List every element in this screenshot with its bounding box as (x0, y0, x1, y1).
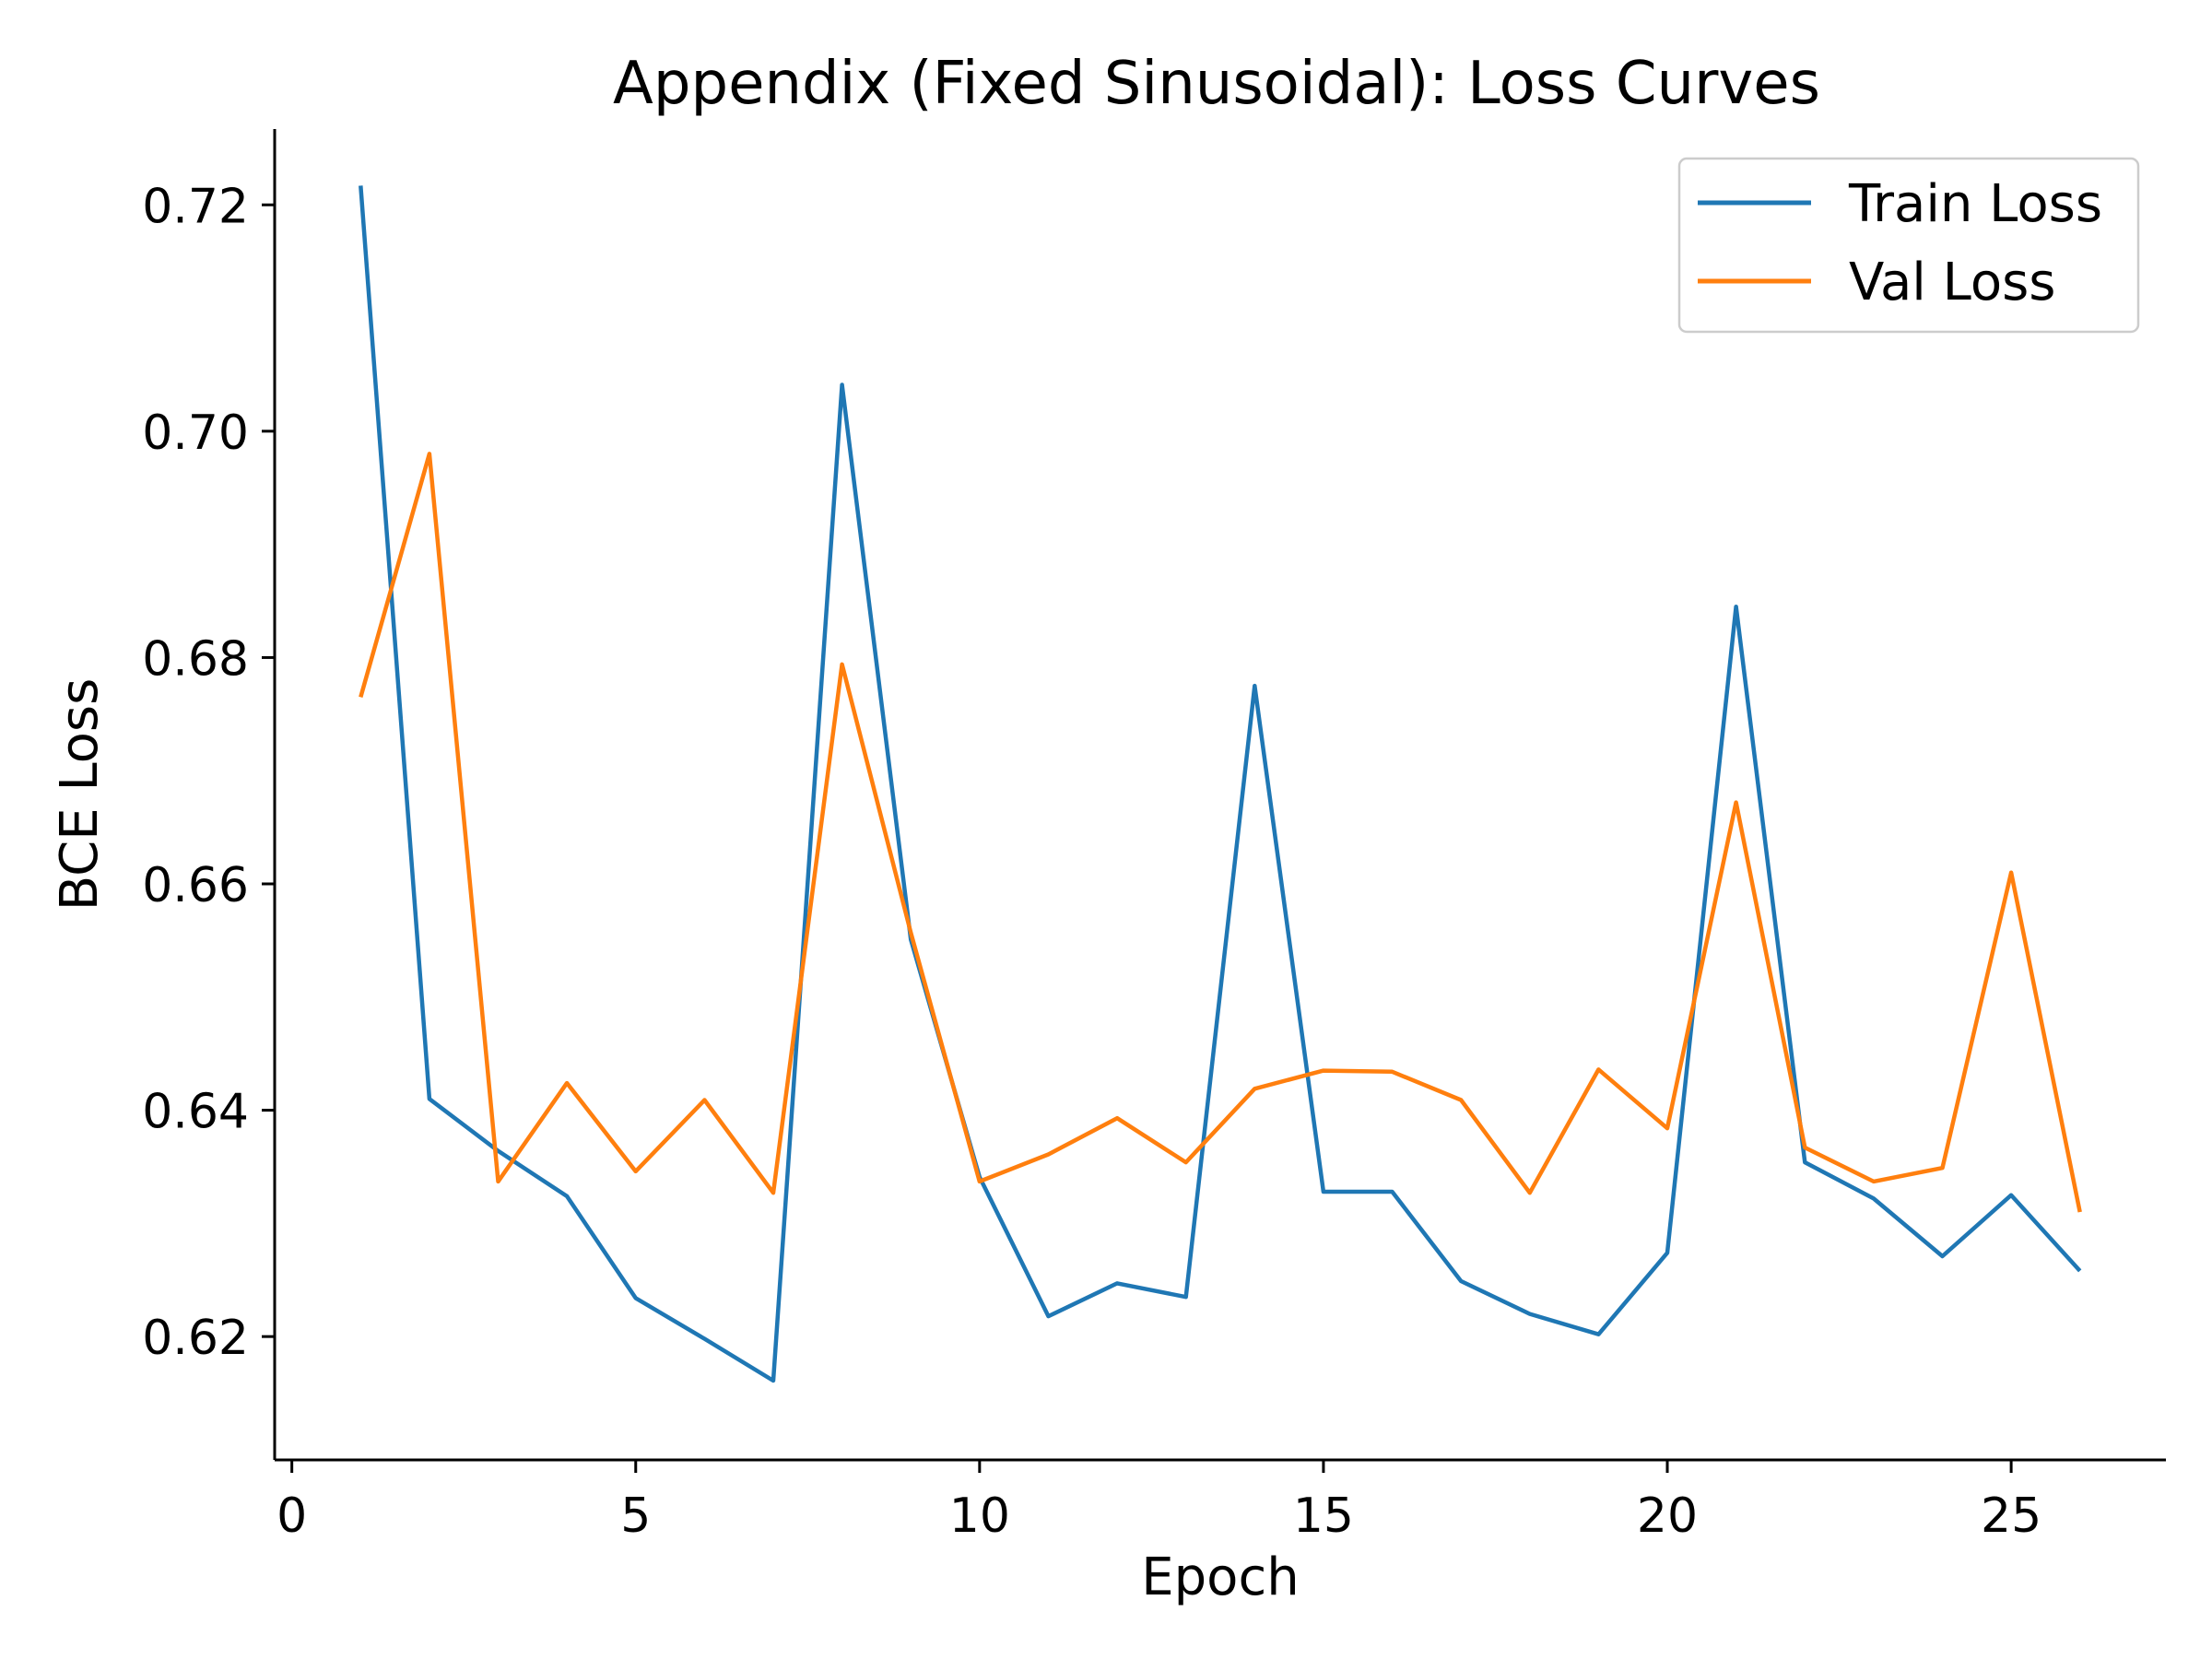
y-tick-label: 0.62 (142, 1311, 249, 1366)
series-line-train-loss (359, 185, 2082, 1383)
x-tick-label: 10 (949, 1488, 1010, 1544)
x-tick-label: 20 (1637, 1488, 1698, 1544)
legend-label-val-loss: Val Loss (1849, 253, 2055, 312)
y-tick-label: 0.70 (142, 406, 249, 461)
y-tick-label: 0.66 (142, 858, 249, 913)
y-tick-label: 0.64 (142, 1085, 249, 1140)
x-tick-label: 25 (1981, 1488, 2041, 1544)
legend: Train Loss Val Loss (1677, 157, 2140, 334)
chart-title: Appendix (Fixed Sinusoidal): Loss Curves (613, 50, 1820, 118)
y-tick-label: 0.68 (142, 631, 249, 687)
y-axis-ticks: 0.62 0.64 0.66 0.68 0.70 0.72 (142, 179, 275, 1366)
x-tick-label: 5 (620, 1488, 651, 1544)
plot-area: 0 5 10 15 20 25 0.62 0.64 0.66 0.68 0.70 0.72 (142, 129, 2166, 1544)
y-tick-label: 0.72 (142, 179, 249, 234)
x-tick-label: 0 (276, 1488, 307, 1544)
x-axis-ticks: 0 5 10 15 20 25 (276, 1460, 2041, 1544)
x-axis-label: Epoch (1141, 1547, 1299, 1607)
series-line-val-loss (359, 452, 2082, 1213)
x-tick-label: 15 (1293, 1488, 1354, 1544)
series-layer (359, 185, 2082, 1383)
y-axis-label: BCE Loss (50, 678, 110, 912)
legend-label-train-loss: Train Loss (1848, 174, 2102, 234)
